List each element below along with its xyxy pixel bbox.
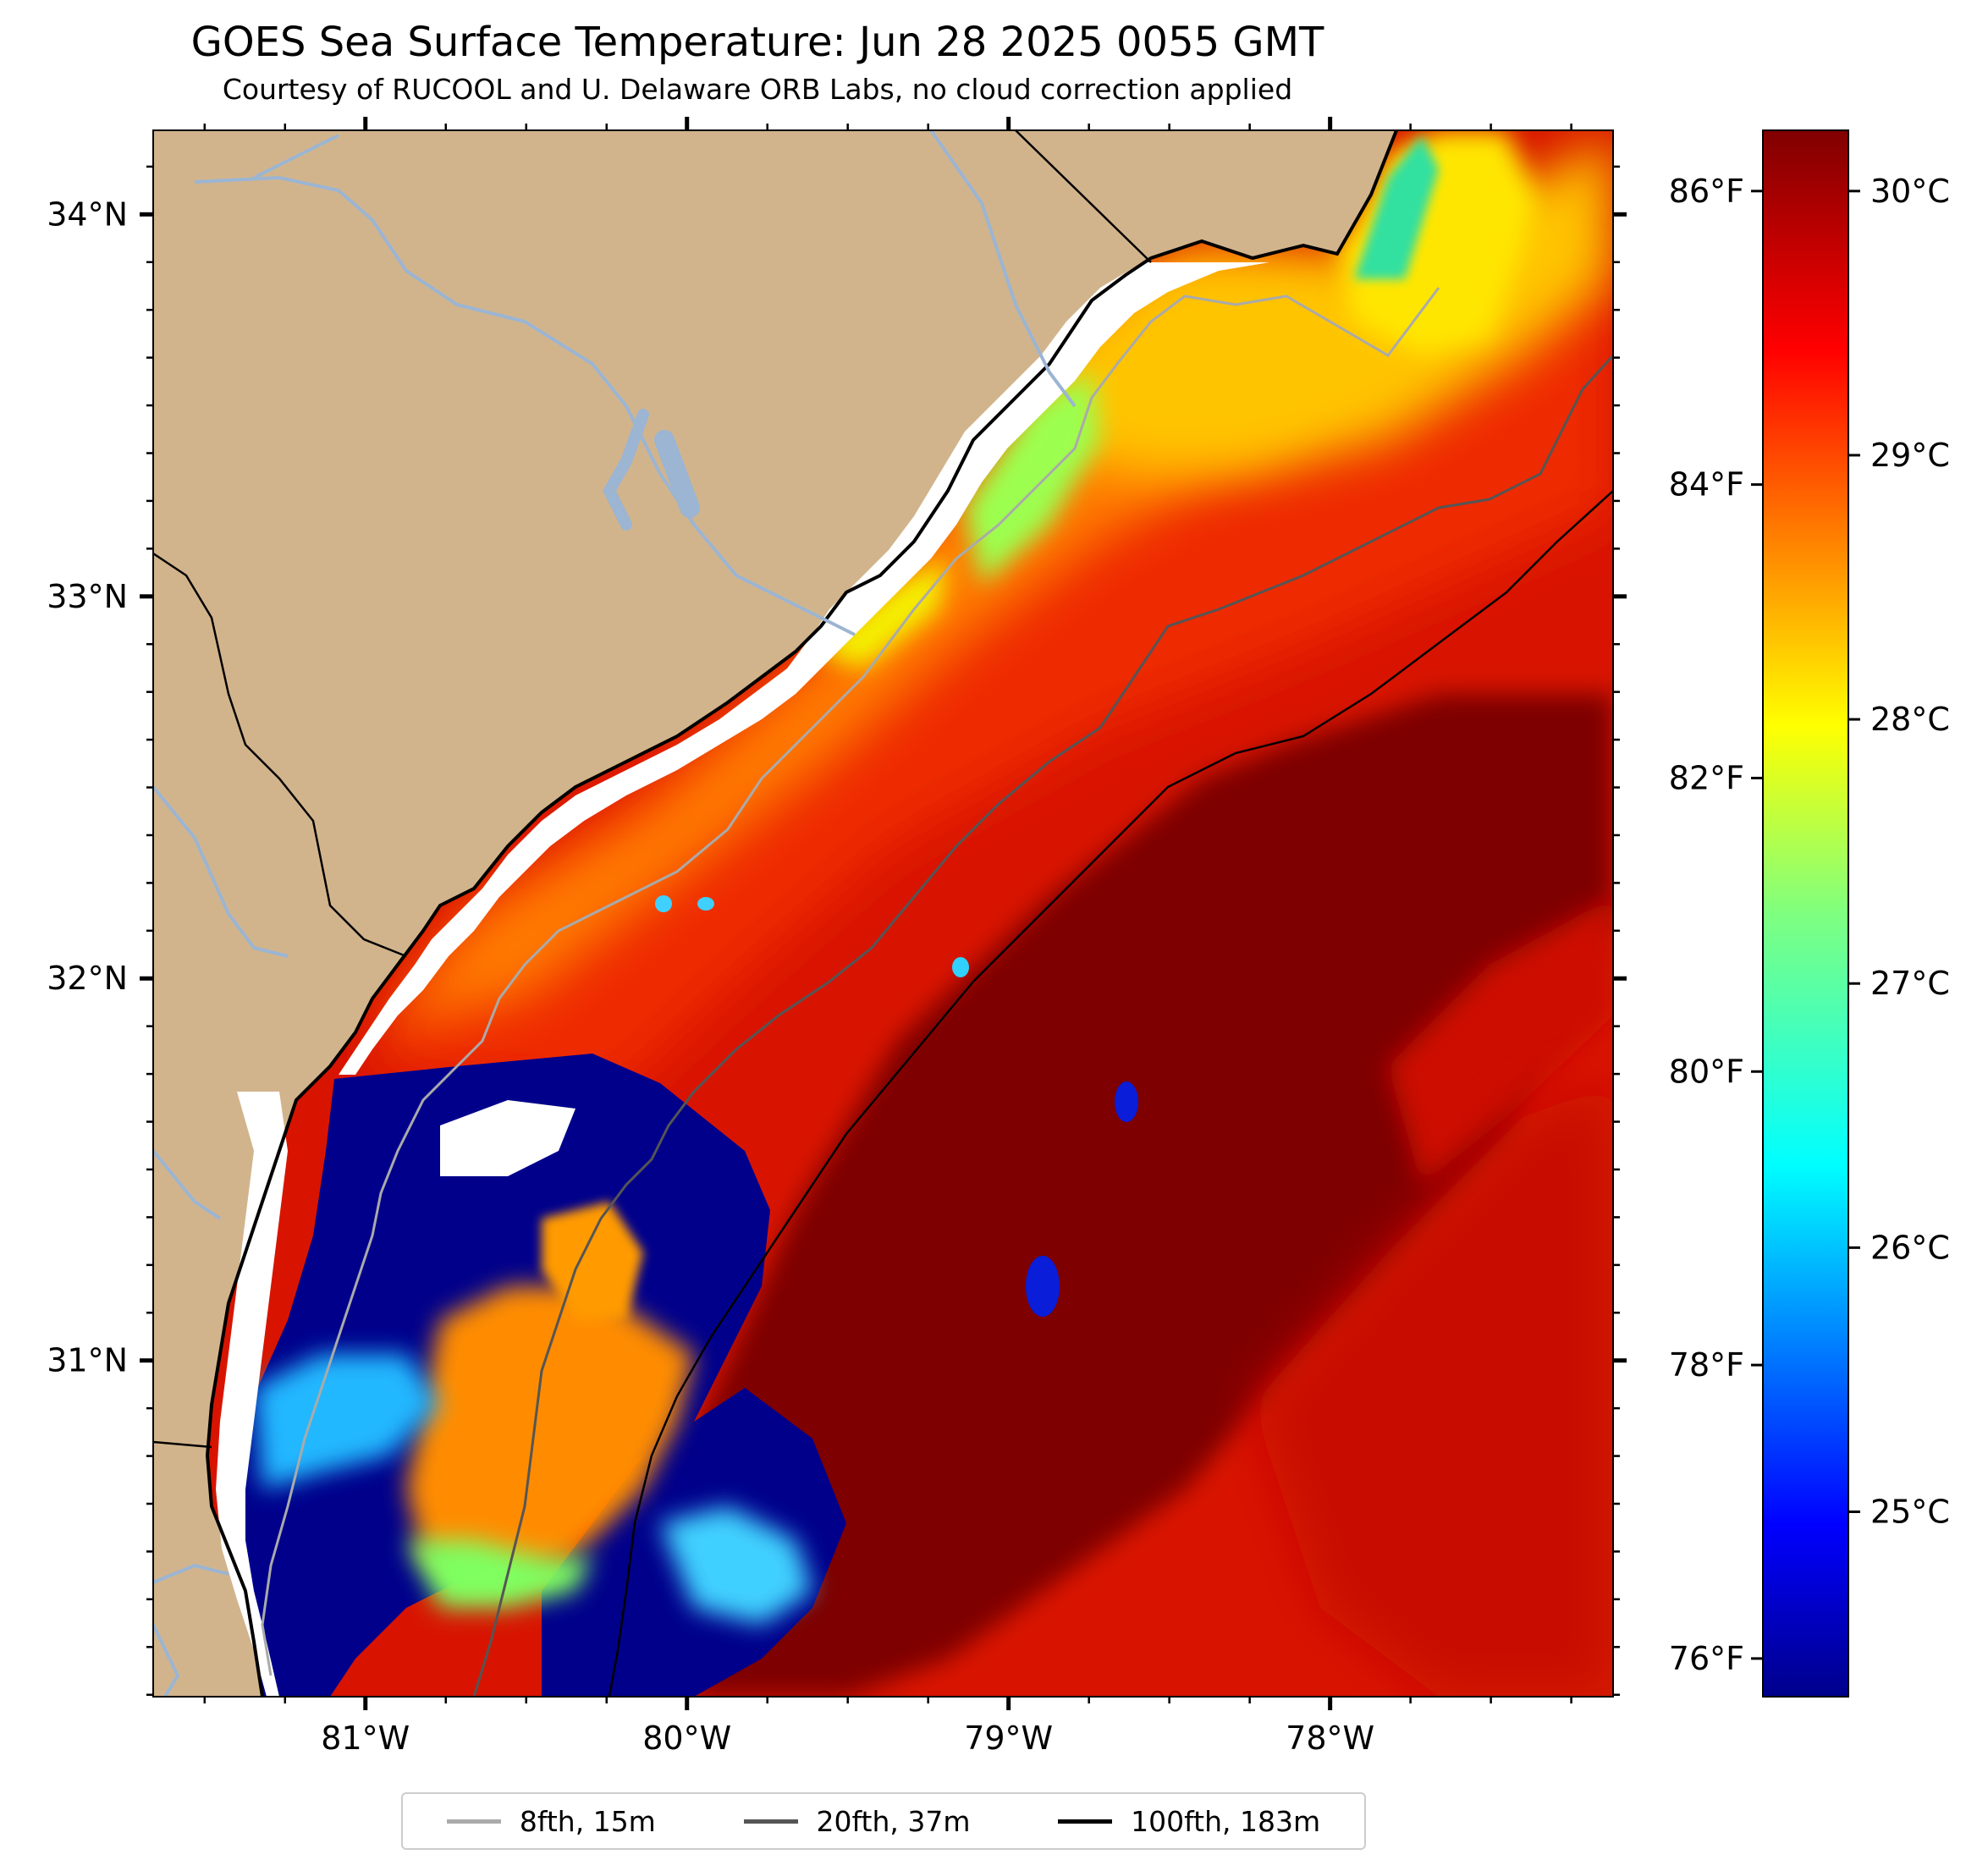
- sst-map-area: [153, 130, 1613, 1697]
- red-filament-east: [1388, 897, 1613, 1185]
- no-data-patch: [440, 1100, 575, 1176]
- river-waccamaw: [929, 130, 1077, 408]
- georgia-no-data-band: [216, 1092, 288, 1697]
- legend-item-8fth: 8fth, 15m: [446, 1804, 656, 1838]
- legend-item-100fth: 100fth, 183m: [1058, 1805, 1320, 1838]
- legend-label-20fth: 20fth, 37m: [816, 1804, 971, 1838]
- border-nc-sc: [1015, 130, 1152, 263]
- colorbar-fahrenheit-axis: 76°F 78°F 80°F 82°F 84°F 86°F: [1669, 173, 1763, 1677]
- lon-tick-label: 80°W: [642, 1720, 731, 1757]
- border-ga-fl: [153, 1440, 212, 1449]
- colorbar-celsius-label: 25°C: [1870, 1494, 1950, 1531]
- map-subtitle: Courtesy of RUCOOL and U. Delaware ORB L…: [222, 73, 1293, 106]
- colorbar-celsius-label: 29°C: [1870, 437, 1950, 474]
- isobath-legend: 8fth, 15m 20fth, 37m 100fth, 183m: [401, 1792, 1366, 1850]
- colorbar-fahrenheit-label: 76°F: [1669, 1640, 1744, 1677]
- shelf-warm-band: [364, 254, 1613, 1100]
- colorbar-celsius-label: 26°C: [1870, 1229, 1950, 1266]
- gulf-stream-core: [694, 694, 1613, 1697]
- river-altamaha: [153, 1149, 222, 1220]
- green-transition-band: [406, 1540, 592, 1608]
- orange-warm-pocket: [406, 1286, 694, 1591]
- colorbar-celsius-axis: 25°C 26°C 27°C 28°C 29°C 30°C: [1848, 173, 1950, 1531]
- river-st-marys: [153, 1624, 180, 1697]
- land-mass: [153, 130, 1396, 1697]
- border-sc-ga: [153, 552, 407, 958]
- river-pee-dee: [194, 175, 856, 636]
- colorbar-fahrenheit-label: 80°F: [1669, 1053, 1744, 1090]
- cyan-nearshore-north: [1354, 135, 1439, 279]
- coastline: [205, 130, 1398, 1697]
- legend-swatch-8fth: [446, 1819, 501, 1824]
- river-satilla: [153, 1563, 229, 1584]
- colorbar-fahrenheit-label: 86°F: [1669, 173, 1744, 210]
- lat-tick-label: 32°N: [47, 960, 128, 997]
- cold-spot-nearshore-b: [697, 897, 714, 911]
- lat-tick-label: 34°N: [47, 195, 128, 233]
- legend-item-20fth: 20fth, 37m: [743, 1804, 971, 1838]
- legend-label-100fth: 100fth, 183m: [1131, 1804, 1321, 1838]
- colorbar-fahrenheit-label: 84°F: [1669, 466, 1744, 504]
- colorbar-celsius-label: 27°C: [1870, 965, 1950, 1002]
- legend-label-8fth: 8fth, 15m: [519, 1804, 656, 1838]
- plot-frame: [152, 129, 1614, 1698]
- cold-spot-center: [952, 957, 969, 977]
- lake-moultrie: [654, 430, 700, 518]
- isobath-100fth: [608, 490, 1613, 1697]
- cold-spot-nearshore-a: [655, 895, 672, 912]
- coastal-no-data-band: [339, 262, 1269, 1075]
- legend-swatch-100fth: [1058, 1819, 1113, 1824]
- minor-ticks: [146, 124, 1620, 1703]
- red-water-southeast: [1253, 1083, 1613, 1697]
- lon-tick-label: 81°W: [321, 1720, 410, 1757]
- legend-swatch-20fth: [743, 1819, 798, 1824]
- colorbar-celsius-label: 30°C: [1870, 173, 1950, 210]
- map-title: GOES Sea Surface Temperature: Jun 28 202…: [190, 19, 1324, 66]
- lat-tick-label: 33°N: [47, 578, 128, 615]
- cold-spot-south: [1026, 1256, 1060, 1317]
- lake-marion: [603, 409, 649, 531]
- cold-spot-eddy: [1115, 1081, 1138, 1122]
- lon-tick-label: 79°W: [964, 1720, 1053, 1757]
- colorbar-celsius-label: 28°C: [1870, 701, 1950, 738]
- green-nearshore-water: [965, 372, 1100, 584]
- cyan-cold-patch-south: [660, 1506, 812, 1625]
- longitude-axis: 81°W 80°W 79°W 78°W: [321, 117, 1374, 1757]
- yellow-coastal-water: [1041, 135, 1613, 474]
- colorbar: [1762, 129, 1849, 1698]
- lat-tick-label: 31°N: [47, 1342, 128, 1379]
- latitude-axis: 34°N 33°N 32°N 31°N: [47, 195, 1627, 1379]
- isobath-8fth: [261, 287, 1440, 1676]
- colorbar-fahrenheit-label: 78°F: [1669, 1346, 1744, 1384]
- river-north: [253, 134, 339, 179]
- lon-tick-label: 78°W: [1286, 1720, 1374, 1757]
- colorbar-fahrenheit-label: 82°F: [1669, 759, 1744, 796]
- isobath-20fth: [472, 354, 1613, 1697]
- river-savannah: [153, 785, 289, 958]
- orange-warm-pocket-north: [542, 1202, 643, 1320]
